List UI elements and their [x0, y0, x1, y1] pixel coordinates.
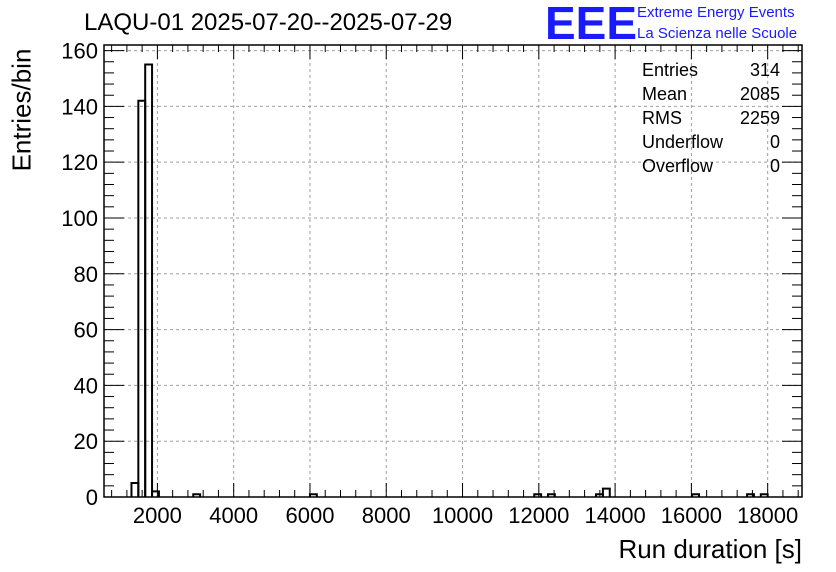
grid-lines — [104, 45, 802, 497]
x-tick-label: 14000 — [585, 503, 646, 528]
histogram-bin — [144, 63, 154, 497]
stat-row-underflow: Underflow 0 — [642, 130, 780, 154]
stat-value: 0 — [769, 156, 780, 176]
histogram-bin — [691, 493, 701, 497]
svg-text:EEE: EEE — [545, 2, 637, 42]
x-tick-label: 8000 — [362, 503, 411, 528]
x-tick-label: 2000 — [133, 503, 182, 528]
y-tick-label: 100 — [61, 206, 98, 231]
x-tick-label: 16000 — [661, 503, 722, 528]
stat-row-overflow: Overflow 0 — [642, 154, 780, 178]
x-tick-label: 6000 — [285, 503, 334, 528]
axes — [103, 44, 803, 498]
histogram-bin — [130, 482, 140, 497]
x-tick-label: 18000 — [737, 503, 798, 528]
histogram-bin — [192, 493, 202, 497]
y-tick-label: 140 — [61, 94, 98, 119]
y-axis-title: Entries/bin — [6, 48, 37, 172]
chart-title: LAQU-01 2025-07-20--2025-07-29 — [84, 9, 453, 36]
stat-label: Entries — [642, 60, 699, 80]
x-tick-labels: 2000 4000 6000 8000 10000 12000 14000 16000 1800… — [133, 503, 798, 528]
histogram-bin — [137, 99, 147, 497]
y-tick-label: 80 — [74, 262, 98, 287]
histogram-bin — [533, 493, 543, 497]
stat-label: Underflow — [642, 132, 724, 152]
histogram-bin — [151, 490, 160, 497]
stat-row-entries: Entries 314 — [642, 58, 780, 82]
y-tick-label: 20 — [74, 429, 98, 454]
stats-box: Entries 314 Mean 2085 RMS 2259 Underflow… — [642, 58, 780, 178]
stat-value: 2085 — [739, 84, 780, 104]
histogram-bin — [746, 493, 755, 497]
stat-row-rms: RMS 2259 — [642, 106, 780, 130]
logo-line-1: Extreme Energy Events — [637, 4, 795, 21]
y-tick-label: 0 — [86, 485, 98, 510]
stat-row-mean: Mean 2085 — [642, 82, 780, 106]
x-axis-title: Run duration [s] — [618, 534, 802, 564]
y-tick-label: 160 — [61, 39, 98, 64]
logo-line-2: La Scienza nelle Scuole — [637, 25, 798, 42]
x-tick-label: 12000 — [508, 503, 569, 528]
x-tick-label: 4000 — [209, 503, 258, 528]
x-tick-label: 10000 — [432, 503, 493, 528]
stat-label: Overflow — [642, 156, 714, 176]
histogram-bin — [546, 493, 556, 497]
stat-value: 2259 — [739, 108, 780, 128]
stat-label: Mean — [642, 84, 688, 104]
stat-value: 0 — [769, 132, 780, 152]
y-tick-label: 60 — [74, 318, 98, 343]
plot-frame — [103, 44, 803, 498]
y-tick-label: 120 — [61, 150, 98, 175]
y-tick-label: 40 — [74, 373, 98, 398]
eee-logo: EEE — [545, 2, 637, 42]
stat-label: RMS — [642, 108, 682, 128]
y-tick-labels: 0 20 40 60 80 100 120 140 160 — [61, 39, 98, 510]
histogram-bin — [601, 487, 611, 497]
stat-value: 314 — [749, 60, 780, 80]
